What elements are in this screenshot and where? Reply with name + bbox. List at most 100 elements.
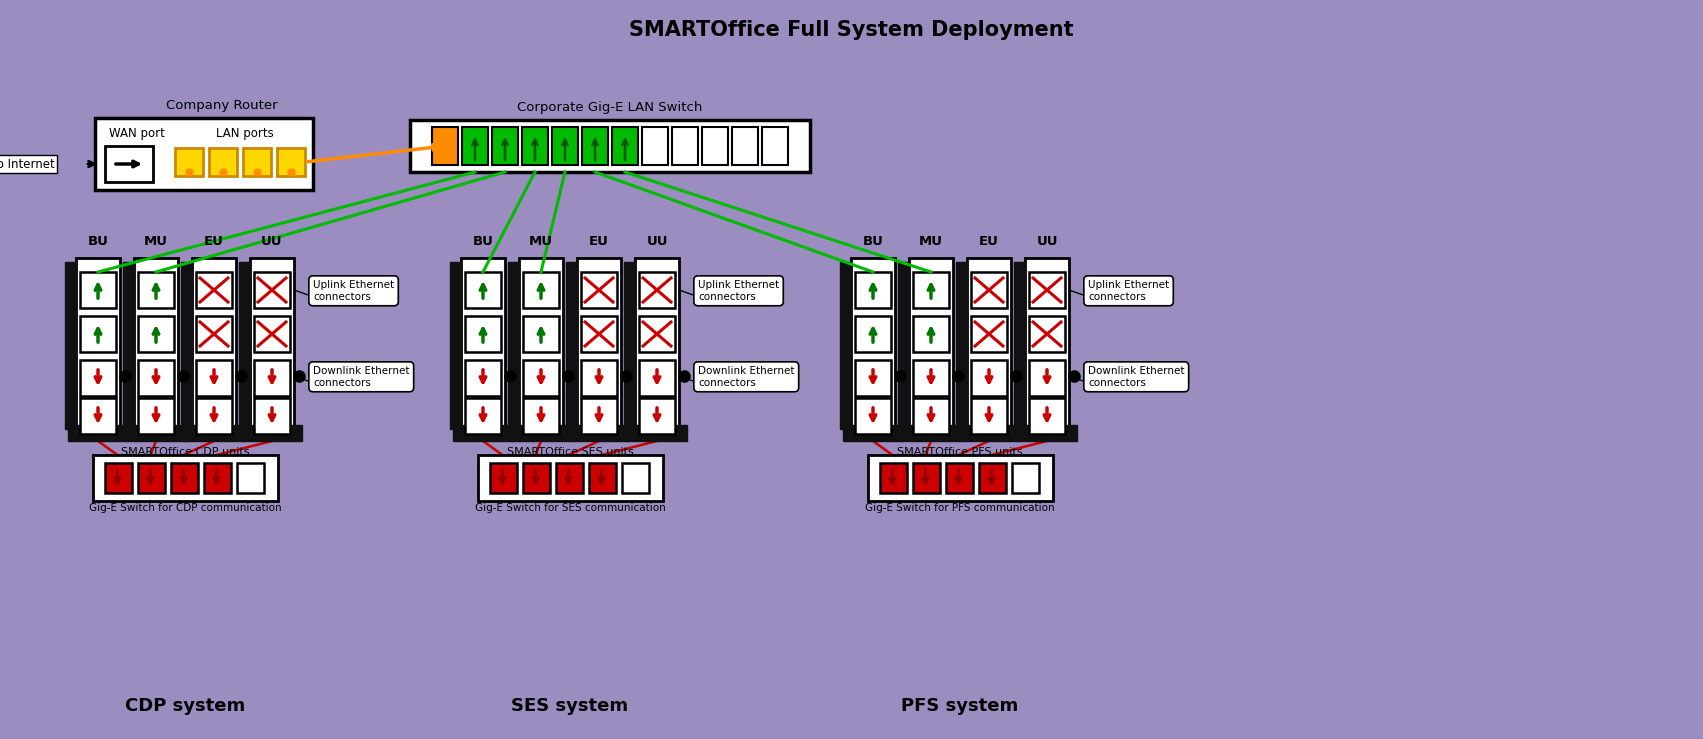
Bar <box>462 258 506 433</box>
Bar <box>465 360 501 396</box>
Bar <box>1029 360 1064 396</box>
Text: SMARTOffice PFS units: SMARTOffice PFS units <box>897 447 1024 457</box>
Bar <box>507 262 519 429</box>
Bar <box>582 127 608 165</box>
Bar <box>732 127 758 165</box>
Text: WAN port: WAN port <box>109 127 165 140</box>
Text: EU: EU <box>589 235 610 248</box>
Bar <box>623 262 635 429</box>
Bar <box>979 463 1005 493</box>
Bar <box>589 463 615 493</box>
Text: Uplink Ethernet
connectors: Uplink Ethernet connectors <box>698 280 780 302</box>
Bar <box>852 258 896 433</box>
Bar <box>523 398 559 434</box>
Bar <box>1029 398 1064 434</box>
Bar <box>138 463 165 493</box>
Bar <box>250 258 295 433</box>
Text: Uplink Ethernet
connectors: Uplink Ethernet connectors <box>313 280 393 302</box>
Bar <box>639 360 674 396</box>
Text: LAN ports: LAN ports <box>216 127 274 140</box>
Bar <box>65 262 77 429</box>
Bar <box>909 258 954 433</box>
Bar <box>639 272 674 308</box>
Bar <box>569 425 628 441</box>
Text: UU: UU <box>261 235 283 248</box>
Text: CDP system: CDP system <box>124 697 245 715</box>
Bar <box>913 272 949 308</box>
Text: SES system: SES system <box>511 697 628 715</box>
Bar <box>138 272 174 308</box>
Bar <box>581 272 616 308</box>
Bar <box>244 148 271 176</box>
Bar <box>971 360 1006 396</box>
Text: UU: UU <box>1035 235 1058 248</box>
Bar <box>278 148 305 176</box>
Text: MU: MU <box>145 235 169 248</box>
Bar <box>901 425 960 441</box>
Bar <box>477 455 662 501</box>
Bar <box>465 316 501 352</box>
Bar <box>511 425 571 441</box>
Bar <box>138 398 174 434</box>
Bar <box>1012 463 1039 493</box>
Bar <box>945 463 972 493</box>
Bar <box>95 118 313 190</box>
Bar <box>80 316 116 352</box>
Text: SMARTOffice Full System Deployment: SMARTOffice Full System Deployment <box>628 20 1073 40</box>
Text: BU: BU <box>472 235 494 248</box>
Text: BU: BU <box>862 235 884 248</box>
Bar <box>410 120 811 172</box>
Bar <box>254 360 290 396</box>
Bar <box>761 127 788 165</box>
Bar <box>635 258 679 433</box>
Text: Gig-E Switch for PFS communication: Gig-E Switch for PFS communication <box>865 503 1054 513</box>
Bar <box>840 262 852 429</box>
Text: Gig-E Switch for CDP communication: Gig-E Switch for CDP communication <box>89 503 281 513</box>
Bar <box>913 316 949 352</box>
Bar <box>523 127 548 165</box>
Text: SMARTOffice CDP units: SMARTOffice CDP units <box>121 447 249 457</box>
Bar <box>92 455 278 501</box>
Bar <box>581 316 616 352</box>
Bar <box>104 463 131 493</box>
Text: SMARTOffice SES units: SMARTOffice SES units <box>506 447 634 457</box>
Bar <box>80 272 116 308</box>
Bar <box>555 463 582 493</box>
Bar <box>492 127 518 165</box>
Bar <box>971 398 1006 434</box>
Bar <box>196 398 232 434</box>
Text: MU: MU <box>530 235 553 248</box>
Bar <box>971 316 1006 352</box>
Bar <box>913 360 949 396</box>
Bar <box>519 258 564 433</box>
Bar <box>673 127 698 165</box>
Text: Downlink Ethernet
connectors: Downlink Ethernet connectors <box>313 366 409 387</box>
Bar <box>913 398 949 434</box>
Bar <box>581 398 616 434</box>
Text: to Internet: to Internet <box>0 157 54 171</box>
Bar <box>489 463 516 493</box>
Text: MU: MU <box>920 235 943 248</box>
Bar <box>465 272 501 308</box>
Bar <box>523 463 550 493</box>
Bar <box>254 272 290 308</box>
Bar <box>242 425 301 441</box>
Bar <box>581 360 616 396</box>
Bar <box>1013 262 1025 429</box>
Bar <box>627 425 686 441</box>
Bar <box>1017 425 1076 441</box>
Bar <box>135 258 179 433</box>
Bar <box>138 316 174 352</box>
Bar <box>453 425 513 441</box>
Bar <box>237 463 264 493</box>
Bar <box>552 127 577 165</box>
Bar <box>80 398 116 434</box>
Bar <box>955 262 967 429</box>
Text: EU: EU <box>204 235 223 248</box>
Text: PFS system: PFS system <box>901 697 1018 715</box>
Bar <box>238 262 250 429</box>
Bar <box>196 272 232 308</box>
Bar <box>959 425 1018 441</box>
Text: Downlink Ethernet
connectors: Downlink Ethernet connectors <box>698 366 795 387</box>
Bar <box>523 272 559 308</box>
